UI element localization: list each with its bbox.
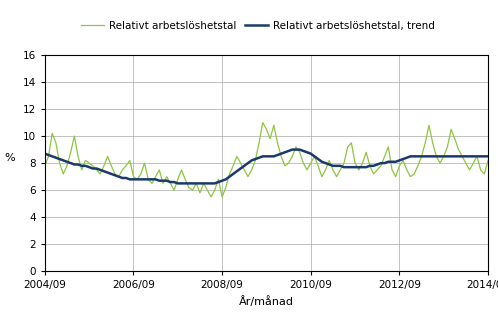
Relativt arbetslöshetstal, trend bbox=[289, 148, 295, 151]
Relativt arbetslöshetstal bbox=[260, 120, 266, 124]
Relativt arbetslöshetstal bbox=[42, 164, 48, 168]
Relativt arbetslöshetstal, trend bbox=[234, 169, 240, 173]
Relativt arbetslöshetstal bbox=[145, 177, 151, 181]
Relativt arbetslöshetstal bbox=[485, 159, 491, 162]
Relativt arbetslöshetstal, trend bbox=[86, 165, 92, 169]
Relativt arbetslöshetstal bbox=[208, 195, 214, 199]
Relativt arbetslöshetstal, trend bbox=[485, 154, 491, 158]
Relativt arbetslöshetstal bbox=[234, 154, 240, 158]
Legend: Relativt arbetslöshetstal, Relativt arbetslöshetstal, trend: Relativt arbetslöshetstal, Relativt arbe… bbox=[81, 21, 435, 31]
Relativt arbetslöshetstal, trend bbox=[175, 182, 181, 185]
Relativt arbetslöshetstal bbox=[326, 159, 332, 162]
Relativt arbetslöshetstal, trend bbox=[349, 165, 355, 169]
X-axis label: År/månad: År/månad bbox=[239, 296, 294, 307]
Relativt arbetslöshetstal bbox=[463, 161, 469, 165]
Relativt arbetslöshetstal, trend bbox=[326, 162, 332, 166]
Relativt arbetslöshetstal, trend bbox=[145, 177, 151, 181]
Line: Relativt arbetslöshetstal, trend: Relativt arbetslöshetstal, trend bbox=[45, 150, 488, 183]
Relativt arbetslöshetstal bbox=[86, 161, 92, 165]
Relativt arbetslöshetstal, trend bbox=[463, 154, 469, 158]
Y-axis label: %: % bbox=[4, 153, 14, 163]
Relativt arbetslöshetstal bbox=[349, 141, 355, 145]
Relativt arbetslöshetstal, trend bbox=[42, 152, 48, 156]
Line: Relativt arbetslöshetstal: Relativt arbetslöshetstal bbox=[45, 122, 488, 197]
